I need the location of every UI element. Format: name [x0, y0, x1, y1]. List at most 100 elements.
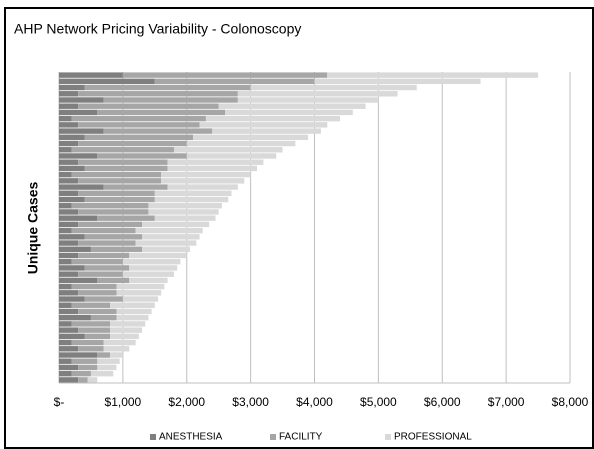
bar-segment: [116, 314, 149, 321]
bar-segment: [59, 265, 85, 271]
bar-segment: [225, 109, 353, 116]
bar-segment: [90, 246, 143, 252]
bar-segment: [59, 302, 72, 308]
bar-segment: [161, 171, 251, 178]
chart-title: AHP Network Pricing Variability - Colono…: [14, 21, 301, 37]
bar-segment: [78, 190, 155, 196]
bar-segment: [59, 153, 98, 159]
bar-segment: [71, 259, 123, 265]
bar-segment: [205, 115, 341, 122]
bar-segment: [186, 153, 277, 159]
bar-segment: [129, 265, 178, 271]
bar-segment: [97, 215, 155, 221]
bar-segment: [78, 346, 104, 352]
bar-segment: [78, 103, 219, 109]
bar-segment: [78, 327, 111, 333]
bar-segment: [212, 128, 321, 134]
bar-segment: [78, 209, 149, 215]
bar-segment: [59, 259, 72, 265]
bar-segment: [97, 277, 130, 284]
bar-segment: [84, 234, 143, 240]
bar-segment: [154, 196, 229, 203]
bar-segment: [59, 203, 72, 209]
bar-segment: [59, 140, 79, 147]
bar-segment: [135, 240, 197, 246]
bar-segment: [110, 333, 139, 340]
bar-segment: [97, 358, 120, 364]
bar-segment: [71, 227, 136, 234]
legend-label: PROFESSIONAL: [394, 432, 472, 443]
bar-segment: [59, 196, 85, 203]
bar-segment: [59, 358, 72, 364]
bar-segment: [84, 333, 111, 340]
bar-segment: [116, 290, 162, 296]
bar-segment: [167, 159, 264, 165]
bar-segment: [314, 78, 481, 85]
x-tick-label: $7,000: [488, 395, 525, 409]
bar-segment: [167, 184, 238, 190]
bar-segment: [103, 128, 213, 134]
bar-segment: [90, 314, 117, 321]
bar-segment: [59, 296, 85, 302]
bar-segment: [250, 84, 417, 91]
bar-segment: [90, 370, 114, 377]
bar-segment: [59, 178, 79, 184]
bar-segment: [84, 196, 155, 203]
x-tick-label: $3,000: [232, 395, 269, 409]
bar-segment: [59, 109, 98, 116]
x-tick-label: $4,000: [296, 395, 333, 409]
bar-segment: [173, 147, 283, 153]
bar-segment: [78, 122, 200, 128]
bar-segment: [199, 122, 328, 128]
bar-segment: [78, 140, 187, 147]
bar-segment: [59, 339, 72, 346]
bar-segment: [71, 358, 98, 364]
bar-segment: [161, 178, 245, 184]
bar-segment: [59, 72, 123, 78]
bar-segment: [97, 352, 111, 358]
legend-label: ANESTHESIA: [159, 432, 223, 443]
x-tick-label: $8,000: [552, 395, 589, 409]
bar-segment: [110, 327, 143, 333]
bar-segment: [148, 203, 222, 209]
bar-segment: [71, 283, 117, 290]
bar-segment: [59, 184, 104, 190]
bar-segment: [59, 147, 72, 153]
bar-segment: [59, 277, 98, 284]
bar-segment: [142, 221, 210, 228]
x-tick-label: $-: [54, 395, 65, 409]
bar-segment: [237, 97, 379, 103]
bar-segment: [154, 190, 232, 196]
bar-segment: [59, 321, 72, 327]
bar-segment: [237, 91, 398, 97]
x-tick-label: $5,000: [360, 395, 397, 409]
bar-segment: [97, 153, 187, 159]
bar-segment: [71, 171, 162, 178]
bar-segment: [59, 252, 79, 259]
bar-segment: [59, 327, 79, 333]
bar-segment: [59, 240, 79, 246]
x-tick-label: $6,000: [424, 395, 461, 409]
bar-segment: [59, 190, 79, 196]
bar-segment: [84, 165, 168, 172]
bar-segment: [110, 302, 155, 308]
bar-segment: [78, 364, 98, 371]
bar-segment: [59, 377, 79, 383]
bar-segment: [84, 265, 130, 271]
bar-segment: [193, 134, 309, 141]
bar-segment: [78, 159, 168, 165]
bar-segment: [59, 209, 79, 215]
bar-segment: [327, 72, 539, 78]
bar-segment: [59, 115, 72, 122]
bar-segment: [59, 370, 72, 377]
bar-segment: [103, 184, 168, 190]
bar-segment: [78, 271, 123, 277]
x-tick-label: $2,000: [168, 395, 205, 409]
bar-segment: [59, 308, 79, 315]
bar-segment: [71, 147, 174, 153]
bar-segment: [154, 215, 216, 221]
bar-segment: [59, 290, 79, 296]
bar-segment: [59, 103, 79, 109]
bar-segment: [78, 178, 162, 184]
bar-segment: [129, 277, 168, 284]
